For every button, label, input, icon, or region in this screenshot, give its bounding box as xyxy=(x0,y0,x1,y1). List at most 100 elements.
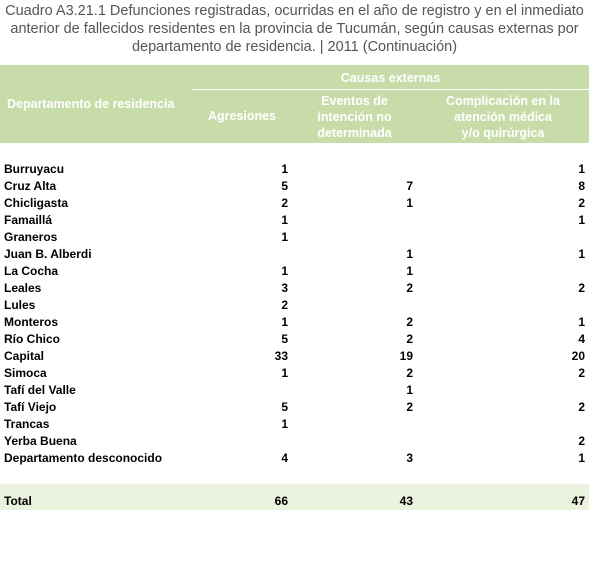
row-departamento: Tafí Viejo xyxy=(4,400,57,414)
row-departamento: Burruyacu xyxy=(4,162,65,176)
row-agresiones: 5 xyxy=(281,179,288,193)
total-label: Total xyxy=(4,494,32,508)
row-agresiones: 2 xyxy=(281,196,288,210)
row-departamento: Río Chico xyxy=(4,332,60,346)
table-row: Río Chico 5 2 4 xyxy=(0,331,589,348)
row-complicacion: 2 xyxy=(578,400,585,414)
caption-line-1: Cuadro A3.21.1 Defunciones registradas, … xyxy=(5,3,584,19)
row-complicacion: 1 xyxy=(578,162,585,176)
table-caption: Cuadro A3.21.1 Defunciones registradas, … xyxy=(0,0,589,56)
total-row: Total 66 43 47 xyxy=(0,484,589,510)
row-agresiones: 1 xyxy=(281,264,288,278)
table-row: Monteros 1 2 1 xyxy=(0,314,589,331)
header-causas-externas: Causas externas xyxy=(340,71,441,85)
row-complicacion: 2 xyxy=(578,281,585,295)
table-body: Burruyacu 1 1 Cruz Alta 5 7 8 Chicligasta 2 1 2 Fam… xyxy=(0,161,589,467)
row-eventos: 2 xyxy=(406,315,413,329)
table-row: Cruz Alta 5 7 8 xyxy=(0,178,589,195)
header-divider xyxy=(192,89,589,90)
row-departamento: Capital xyxy=(4,349,45,363)
row-agresiones: 5 xyxy=(281,400,288,414)
row-agresiones: 1 xyxy=(281,230,288,244)
caption-line-3: departamento de residencia. | 2011 (Cont… xyxy=(131,39,458,55)
header-complicacion-line-1: Complicación en la xyxy=(446,94,560,108)
row-departamento: Juan B. Alberdi xyxy=(4,247,92,261)
row-eventos: 3 xyxy=(406,451,413,465)
row-departamento: Departamento desconocido xyxy=(4,451,163,465)
row-complicacion: 1 xyxy=(578,451,585,465)
row-agresiones: 1 xyxy=(281,213,288,227)
row-complicacion: 2 xyxy=(578,366,585,380)
row-eventos: 7 xyxy=(406,179,413,193)
row-complicacion: 2 xyxy=(578,196,585,210)
table-row: Tafí Viejo 5 2 2 xyxy=(0,399,589,416)
row-departamento: Leales xyxy=(4,281,42,295)
table-row: Simoca 1 2 2 xyxy=(0,365,589,382)
row-eventos: 2 xyxy=(406,332,413,346)
header-eventos: Eventos de intención no determinada xyxy=(292,93,417,141)
row-eventos: 1 xyxy=(406,264,413,278)
row-agresiones: 5 xyxy=(281,332,288,346)
row-eventos: 1 xyxy=(406,247,413,261)
table-header: Departamento de residencia Causas extern… xyxy=(0,65,589,143)
header-agresiones: Agresiones xyxy=(207,109,277,123)
row-eventos: 2 xyxy=(406,281,413,295)
row-agresiones: 1 xyxy=(281,162,288,176)
row-departamento: Simoca xyxy=(4,366,47,380)
row-eventos: 19 xyxy=(399,349,413,363)
table-row: Leales 3 2 2 xyxy=(0,280,589,297)
row-departamento: Trancas xyxy=(4,417,50,431)
table-row: La Cocha 1 1 xyxy=(0,263,589,280)
row-departamento: Yerba Buena xyxy=(4,434,77,448)
row-departamento: Monteros xyxy=(4,315,58,329)
row-departamento: Tafí del Valle xyxy=(4,383,76,397)
row-complicacion: 20 xyxy=(571,349,585,363)
row-agresiones: 1 xyxy=(281,315,288,329)
table-row: Lules 2 xyxy=(0,297,589,314)
table-row: Tafí del Valle 1 xyxy=(0,382,589,399)
row-agresiones: 2 xyxy=(281,298,288,312)
row-agresiones: 1 xyxy=(281,417,288,431)
row-departamento: Famaillá xyxy=(4,213,53,227)
row-agresiones: 4 xyxy=(281,451,288,465)
table-row: Famaillá 1 1 xyxy=(0,212,589,229)
header-eventos-line-1: Eventos de xyxy=(321,94,388,108)
table-row: Yerba Buena 2 xyxy=(0,433,589,450)
total-complicacion: 47 xyxy=(571,494,585,508)
row-eventos: 1 xyxy=(406,196,413,210)
row-agresiones: 33 xyxy=(274,349,288,363)
total-agresiones: 66 xyxy=(274,494,288,508)
table-row: Chicligasta 2 1 2 xyxy=(0,195,589,212)
row-eventos: 1 xyxy=(406,383,413,397)
header-eventos-line-2: intención no xyxy=(317,110,392,124)
row-departamento: Chicligasta xyxy=(4,196,69,210)
table-row: Burruyacu 1 1 xyxy=(0,161,589,178)
header-complicacion-line-3: y/o quirúrgica xyxy=(461,126,545,140)
header-departamento: Departamento de residencia xyxy=(7,97,175,111)
row-eventos: 2 xyxy=(406,400,413,414)
row-complicacion: 4 xyxy=(578,332,585,346)
caption-line-2: anterior de fallecidos residentes en la … xyxy=(10,21,579,37)
header-complicacion-line-2: atención médica xyxy=(454,110,552,124)
row-departamento: Graneros xyxy=(4,230,58,244)
row-complicacion: 1 xyxy=(578,315,585,329)
row-departamento: Lules xyxy=(4,298,36,312)
table-row: Capital 33 19 20 xyxy=(0,348,589,365)
row-complicacion: 1 xyxy=(578,213,585,227)
row-agresiones: 3 xyxy=(281,281,288,295)
table-row: Departamento desconocido 4 3 1 xyxy=(0,450,589,467)
row-agresiones: 1 xyxy=(281,366,288,380)
table-row: Trancas 1 xyxy=(0,416,589,433)
table-row: Juan B. Alberdi 1 1 xyxy=(0,246,589,263)
row-complicacion: 2 xyxy=(578,434,585,448)
row-complicacion: 1 xyxy=(578,247,585,261)
table-row: Graneros 1 xyxy=(0,229,589,246)
total-eventos: 43 xyxy=(399,494,413,508)
data-table: Departamento de residencia Causas extern… xyxy=(0,65,589,510)
row-departamento: La Cocha xyxy=(4,264,59,278)
row-complicacion: 8 xyxy=(578,179,585,193)
header-eventos-line-3: determinada xyxy=(317,126,392,140)
row-departamento: Cruz Alta xyxy=(4,179,57,193)
header-complicacion: Complicación en la atención médica y/o q… xyxy=(417,93,589,141)
row-eventos: 2 xyxy=(406,366,413,380)
